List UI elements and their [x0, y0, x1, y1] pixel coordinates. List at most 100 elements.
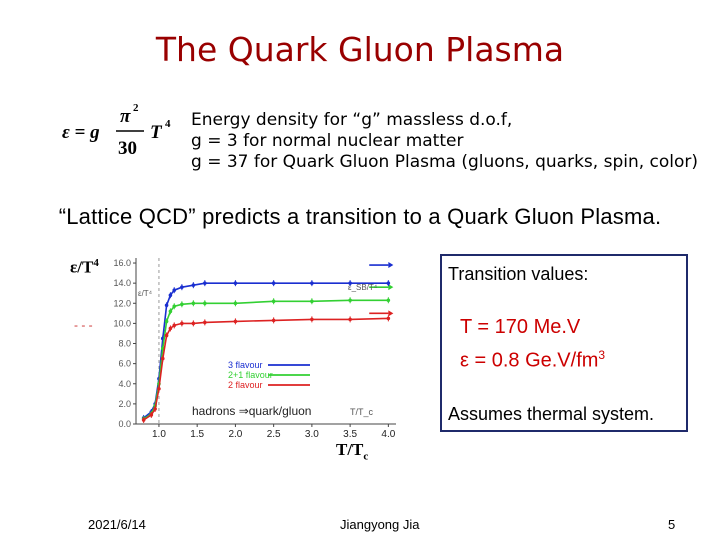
data-point	[386, 281, 391, 285]
transition-temperature: T = 170 Me.V	[460, 316, 581, 338]
data-point	[233, 319, 238, 324]
data-point	[164, 319, 169, 324]
data-point	[153, 407, 157, 411]
transition-box-heading: Transition values:	[448, 264, 589, 284]
data-point	[180, 321, 184, 326]
x-axis-label-sub: c	[363, 450, 369, 463]
transition-annotation: hadrons ⇒quark/gluon	[192, 404, 311, 418]
data-point	[348, 298, 352, 303]
tick-group: 0.0 2.0 4.0 6.0 8.0 10.0 12.0 14.0 16.0 1.0 1.5 2.0…	[113, 258, 395, 440]
x-tick-label: 4.0	[381, 429, 395, 440]
transition-energy-value: ε = 0.8 Ge.V/fm	[460, 349, 599, 372]
description-line: g = 3 for normal nuclear matter	[191, 131, 464, 151]
thermal-assumption: Assumes thermal system.	[448, 404, 655, 424]
transition-energy-density: ε = 0.8 Ge.V/fm3	[460, 348, 605, 373]
formula-lhs: ε = g	[62, 122, 100, 143]
legend-entry: 2+1 flavour	[228, 370, 273, 380]
y-tick-label: 14.0	[113, 278, 131, 288]
x-tick-label: 1.5	[190, 429, 204, 440]
data-point	[191, 321, 196, 326]
formula-variable-exp: 4	[165, 118, 171, 130]
data-point	[191, 283, 196, 287]
footer-date: 2021/6/14	[88, 517, 146, 532]
sb-limit-arrow	[388, 310, 394, 317]
energy-density-description: Energy density for “g” massless d.o.f, g…	[191, 110, 698, 173]
y-axis-label-exp: 4	[93, 257, 99, 269]
sb-limit-group	[369, 262, 394, 317]
slide-title: The Quark Gluon Plasma	[155, 30, 565, 69]
y-axis-label-main: ε/T	[70, 257, 94, 277]
data-point	[271, 299, 276, 304]
description-line: Energy density for “g” massless d.o.f,	[191, 110, 513, 130]
data-point	[203, 320, 207, 325]
formula-denominator: 30	[118, 138, 137, 159]
data-point	[168, 293, 173, 298]
transition-values-box: Transition values: T = 170 Me.V ε = 0.8 …	[440, 254, 688, 432]
chart-legend: 3 flavour 2+1 flavour 2 flavour	[228, 360, 310, 390]
data-point	[348, 317, 352, 322]
footer-author: Jiangyong Jia	[340, 517, 420, 532]
data-point	[157, 386, 161, 391]
data-point	[180, 302, 184, 307]
sb-limit-arrow	[388, 262, 394, 269]
y-tick-label: 12.0	[113, 298, 131, 308]
data-point	[310, 281, 314, 285]
data-point	[172, 288, 177, 292]
data-point	[271, 318, 276, 323]
data-point	[233, 301, 238, 306]
x-tick-label: 3.5	[343, 429, 357, 440]
lattice-qcd-chart: 0.0 2.0 4.0 6.0 8.0 10.0 12.0 14.0 16.0 1.0 1.5 2.0…	[100, 252, 400, 442]
data-point	[141, 418, 146, 422]
y-tick-label: 4.0	[118, 379, 131, 389]
description-line: g = 37 for Quark Gluon Plasma (gluons, q…	[191, 152, 699, 172]
y-tick-label: 2.0	[118, 399, 131, 409]
data-point	[348, 281, 352, 285]
footer-page-number: 5	[668, 517, 676, 532]
formula-variable: T	[150, 122, 163, 143]
data-point	[172, 323, 177, 328]
energy-density-formula: ε = g π 2 30 T 4	[62, 102, 171, 159]
inner-x-title: T/T_c	[350, 407, 374, 417]
data-point	[203, 281, 207, 285]
data-point	[168, 326, 173, 331]
data-point	[180, 285, 184, 289]
sb-label: ε_SB/T⁴	[348, 283, 378, 292]
data-point	[191, 301, 196, 306]
data-point	[233, 281, 238, 285]
formula-numerator: π	[120, 106, 131, 127]
data-point	[172, 304, 177, 309]
formula-numerator-exp: 2	[133, 102, 139, 114]
x-axis-label-main: T/T	[336, 440, 364, 459]
x-tick-label: 2.5	[267, 429, 281, 440]
y-tick-label: 0.0	[118, 419, 131, 429]
side-dash-mark: - - -	[74, 318, 93, 332]
y-tick-label: 16.0	[113, 258, 131, 268]
data-point	[203, 301, 207, 306]
x-tick-label: 3.0	[305, 429, 319, 440]
data-point	[164, 303, 169, 308]
x-tick-label: 1.0	[152, 429, 166, 440]
y-axis-label: ε/T4	[70, 257, 99, 278]
data-point	[386, 298, 391, 303]
legend-entry: 2 flavour	[228, 380, 263, 390]
data-point	[164, 333, 169, 338]
legend-entry: 3 flavour	[228, 360, 263, 370]
data-point	[160, 356, 165, 361]
transition-energy-exp: 3	[598, 348, 606, 362]
series-group	[141, 280, 391, 423]
inner-y-title: ε/T⁴	[138, 289, 153, 298]
data-point	[386, 316, 391, 321]
x-tick-label: 2.0	[228, 429, 242, 440]
series-line	[143, 317, 389, 421]
sb-limit-arrow	[388, 284, 394, 291]
data-point	[271, 281, 276, 285]
data-point	[149, 413, 154, 417]
data-point	[168, 309, 173, 314]
x-axis-label: T/Tc	[336, 440, 368, 462]
y-tick-label: 6.0	[118, 359, 131, 369]
y-tick-label: 10.0	[113, 318, 131, 328]
y-tick-label: 8.0	[118, 339, 131, 349]
data-point	[310, 299, 314, 304]
lattice-statement: “Lattice QCD” predicts a transition to a…	[58, 204, 662, 229]
data-point	[310, 317, 314, 322]
